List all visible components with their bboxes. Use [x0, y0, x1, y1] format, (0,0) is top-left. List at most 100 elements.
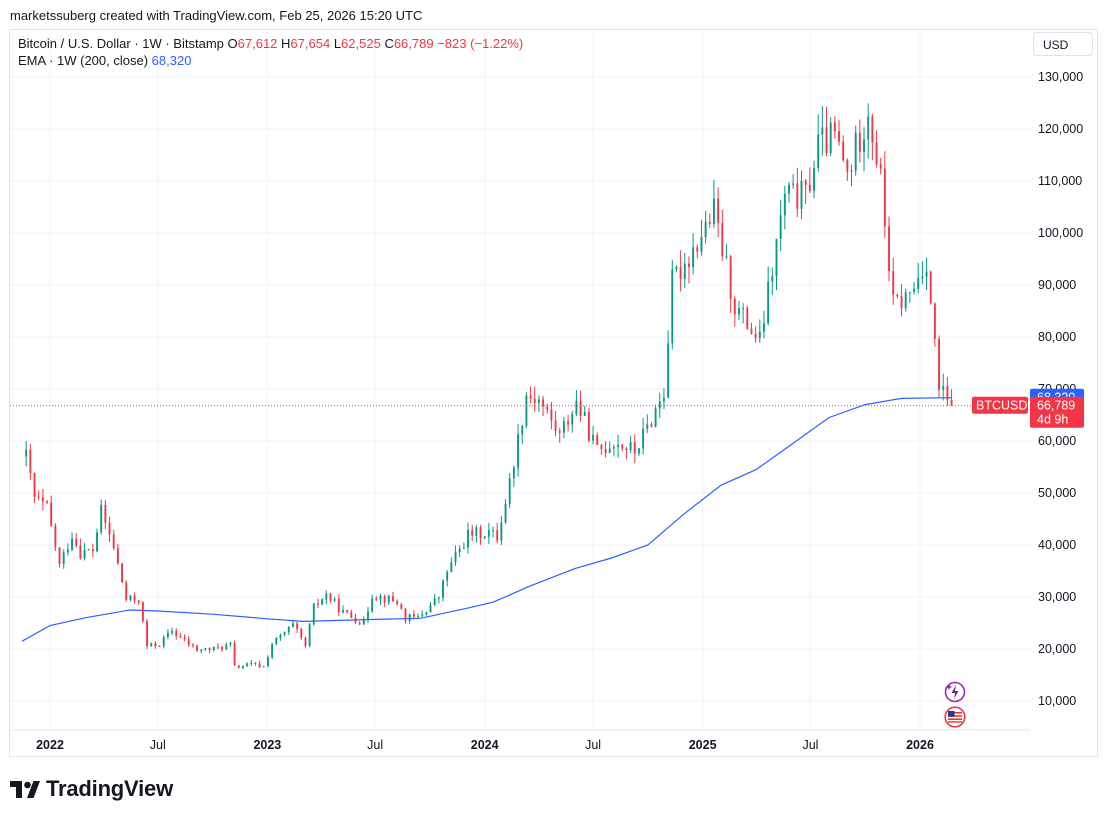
candle-body	[487, 530, 490, 537]
candle-body	[58, 547, 61, 564]
ema-200-line	[21, 397, 952, 642]
lightning-event-icon[interactable]	[944, 681, 966, 703]
legend-ema-label[interactable]: EMA · 1W (200, close)	[18, 53, 149, 68]
candle-body	[525, 395, 528, 427]
candle-body	[421, 614, 424, 617]
candle-body	[713, 198, 715, 224]
candle-body	[158, 645, 161, 647]
candle-body	[266, 657, 269, 667]
candle-body	[371, 598, 374, 612]
legend-open-value: 67,612	[237, 36, 278, 51]
candle-body	[358, 622, 361, 625]
candle-body	[775, 238, 778, 277]
candle-body	[692, 247, 695, 268]
candle-body	[129, 595, 132, 600]
legend-change: −823 (−1.22%)	[437, 36, 524, 51]
candle-body	[708, 221, 711, 224]
candle-body	[867, 116, 870, 140]
legend-close-label: C	[384, 36, 394, 51]
candle-body	[917, 278, 920, 289]
chart-grid	[10, 30, 1030, 730]
candle-body	[550, 409, 553, 421]
candle-body	[375, 598, 378, 600]
candle-body	[271, 644, 274, 658]
candle-body	[604, 448, 607, 453]
candle-body	[262, 666, 265, 668]
candle-body	[191, 644, 194, 646]
candle-body	[592, 434, 595, 441]
brand[interactable]: TradingView	[10, 776, 173, 802]
us-flag-event-icon[interactable]	[944, 706, 966, 728]
candle-body	[112, 534, 115, 549]
candle-body	[508, 478, 511, 505]
candle-body	[75, 538, 78, 546]
candle-body	[608, 448, 611, 453]
candle-body	[767, 281, 770, 324]
candle-body	[100, 504, 103, 533]
candle-body	[654, 408, 657, 427]
candle-body	[146, 620, 149, 647]
candle-body	[196, 645, 199, 652]
candle-body	[233, 642, 236, 666]
candle-body	[888, 226, 890, 272]
candle-body	[133, 595, 136, 601]
candle-body	[704, 221, 707, 238]
candle-body	[171, 630, 174, 633]
candle-body	[350, 612, 353, 618]
legend-symbol[interactable]: Bitcoin / U.S. Dollar · 1W · Bitstamp	[18, 36, 224, 51]
candle-body	[79, 545, 82, 559]
candle-body	[108, 522, 111, 535]
candle-body	[583, 412, 586, 416]
candle-body	[121, 563, 124, 583]
candle-body	[825, 127, 828, 154]
candle-body	[208, 648, 211, 651]
candle-body	[562, 421, 565, 433]
legend-low-value: 62,525	[341, 36, 381, 51]
candle-body	[575, 400, 578, 414]
candle-body	[658, 401, 661, 409]
candle-body	[154, 642, 157, 646]
candle-body	[750, 328, 753, 334]
candle-body	[521, 426, 524, 435]
candle-body	[542, 399, 545, 407]
candle-body	[225, 644, 228, 650]
candle-body	[33, 472, 36, 497]
legend-low-label: L	[333, 36, 342, 51]
candle-body	[333, 599, 336, 601]
candle-body	[325, 593, 328, 600]
symbol-tag-box	[972, 396, 1028, 414]
candle-body	[292, 623, 294, 627]
candle-body	[500, 522, 503, 541]
currency-button[interactable]: USD	[1033, 32, 1093, 56]
price-tick-label: 60,000	[1038, 434, 1076, 448]
candle-body	[675, 267, 678, 270]
candle-body	[537, 399, 540, 403]
candle-body	[688, 263, 690, 268]
candle-body	[446, 571, 449, 581]
candle-body	[629, 442, 632, 451]
candle-body	[679, 267, 682, 279]
candle-body	[433, 598, 436, 606]
candle-body	[646, 424, 649, 429]
candle-body	[175, 630, 178, 637]
candle-body	[892, 271, 895, 295]
legend-ema-row: EMA · 1W (200, close) 68,320	[18, 52, 523, 69]
candle-body	[779, 215, 782, 239]
candle-body	[258, 663, 261, 668]
time-tick-label: 2026	[906, 738, 934, 752]
candle-body	[150, 642, 153, 647]
candle-body	[558, 430, 561, 433]
price-chart[interactable]: 10,00020,00030,00040,00050,00060,00070,0…	[0, 0, 1107, 760]
price-tick-label: 80,000	[1038, 330, 1076, 344]
price-tick-label: 130,000	[1038, 70, 1083, 84]
candle-body	[492, 530, 494, 532]
candle-body	[904, 292, 907, 309]
price-tick-label: 50,000	[1038, 486, 1076, 500]
candle-body	[471, 529, 474, 536]
candle-body	[137, 600, 140, 603]
candle-body	[512, 467, 515, 479]
candle-body	[662, 397, 665, 402]
candle-body	[700, 237, 703, 252]
candle-body	[612, 447, 615, 449]
candle-body	[104, 504, 107, 523]
